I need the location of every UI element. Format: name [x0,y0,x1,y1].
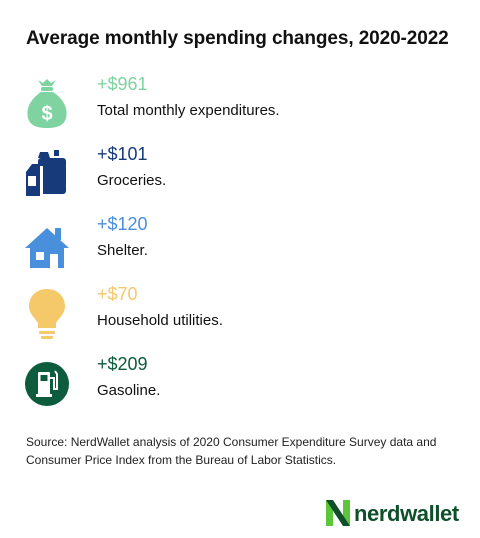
gas-pump-icon [24,356,70,410]
item-label: Gasoline. [97,382,161,399]
amount: +$209 [97,354,148,374]
nerdwallet-logo-icon [326,500,350,526]
source-note: Source: NerdWallet analysis of 2020 Cons… [26,435,437,467]
amount: +$961 [97,74,148,94]
groceries-icon [24,146,70,200]
money-bag-icon: $ [24,76,70,130]
list-item: +$70 Household utilities. [24,282,464,352]
house-icon [24,216,70,270]
amount: +$101 [97,144,148,164]
logo-text: nerdwallet [354,501,459,526]
item-label: Total monthly expenditures. [97,102,280,119]
page-title: Average monthly spending changes, 2020-2… [26,28,449,49]
light-bulb-icon [24,286,70,340]
item-label: Household utilities. [97,312,223,329]
amount: +$120 [97,214,148,234]
amount: +$70 [97,284,138,304]
list-item: +$209 Gasoline. [24,352,464,422]
item-label: Shelter. [97,242,148,259]
list-item: $ +$961 Total monthly expenditures. [24,72,464,142]
list-item: +$120 Shelter. [24,212,464,282]
list-item: +$101 Groceries. [24,142,464,212]
spending-list: $ +$961 Total monthly expenditures. +$10… [24,72,464,422]
svg-text:$: $ [41,103,52,125]
item-label: Groceries. [97,172,167,189]
